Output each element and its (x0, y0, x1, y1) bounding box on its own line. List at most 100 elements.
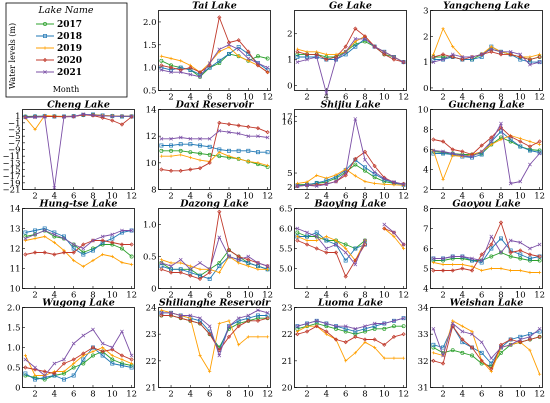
y-tick-label: 12 (10, 245, 21, 255)
data-point-2018 (334, 242, 338, 247)
y-tick-label: 5 (287, 169, 292, 179)
data-point-2018 (110, 236, 115, 241)
data-point-2020 (236, 123, 241, 128)
x-tick-label: 2 (32, 192, 37, 202)
series-line-2020 (161, 211, 268, 280)
data-point-2019 (130, 361, 134, 366)
data-point-2020 (431, 268, 436, 273)
legend-entry-2017: 2017 (57, 20, 82, 30)
x-tick-label: 6 (343, 291, 348, 301)
data-point-2021 (324, 182, 329, 187)
data-point-2020 (508, 250, 513, 255)
data-point-2021 (450, 52, 455, 57)
data-point-2021 (479, 340, 484, 345)
data-point-2019 (489, 142, 493, 147)
panel-frame-tai-lake (158, 10, 271, 91)
data-point-2021 (401, 316, 406, 321)
panel-frame-luoma-lake (294, 307, 407, 388)
data-point-2021 (324, 321, 329, 326)
data-point-2017 (372, 326, 377, 331)
data-point-2019 (159, 308, 163, 312)
data-point-2020 (518, 340, 523, 345)
x-tick-label: 2 (304, 291, 309, 301)
x-tick-label: 8 (362, 93, 367, 103)
data-point-2017 (431, 345, 436, 350)
data-point-2021 (23, 115, 28, 120)
series-line-2019 (297, 325, 404, 362)
y-tick-label: 8 (423, 126, 428, 136)
data-point-2018 (207, 144, 212, 149)
data-point-2021 (71, 341, 76, 346)
data-point-2021 (305, 230, 309, 235)
data-point-2020 (255, 318, 261, 323)
x-tick-label: 12 (398, 390, 409, 400)
data-point-2021 (227, 42, 231, 47)
data-point-2020 (469, 268, 475, 273)
panel-frame-weishan-lake (430, 307, 543, 388)
legend-panel: Lake Name Water levels (m) Month 2017201… (5, 2, 128, 98)
data-point-2021 (265, 310, 270, 315)
data-point-2021 (295, 60, 300, 64)
series-line-2021 (161, 130, 268, 140)
series-line-2017 (297, 323, 404, 335)
y-tick-label: 2 (423, 32, 428, 42)
data-point-2021 (489, 356, 494, 361)
data-point-2018 (527, 256, 532, 261)
data-point-2019 (120, 260, 124, 265)
data-point-2017 (450, 348, 455, 353)
data-point-2017 (508, 254, 513, 259)
data-point-2019 (499, 137, 503, 142)
data-point-2020 (508, 337, 513, 342)
x-tick-label: 2 (168, 93, 173, 103)
y-tick-label: 21 (146, 384, 157, 394)
data-point-2020 (226, 122, 232, 127)
data-point-2021 (372, 170, 377, 174)
data-point-2021 (382, 321, 387, 326)
data-point-2018 (71, 246, 76, 251)
data-point-2017 (334, 326, 338, 331)
series-line-2017 (161, 150, 268, 168)
x-tick-label: 12 (262, 93, 273, 103)
x-tick-label: 8 (226, 390, 231, 400)
y-tick-label: 13 (10, 225, 21, 235)
data-point-2018 (441, 345, 446, 350)
data-point-2020 (431, 54, 436, 60)
data-point-2019 (52, 240, 56, 245)
legend-marker-2020 (42, 57, 48, 63)
data-point-2021 (401, 60, 406, 64)
series-line-2021 (161, 309, 268, 356)
data-point-2020 (129, 242, 134, 247)
y-tick-label: 5 (423, 265, 428, 275)
data-point-2021 (431, 256, 436, 261)
data-point-2018 (499, 236, 503, 241)
x-tick-label: 6 (479, 93, 484, 103)
data-point-2020 (314, 52, 319, 57)
data-point-2019 (237, 343, 241, 347)
legend-entry-2021: 2021 (57, 68, 82, 78)
data-point-2018 (353, 44, 358, 49)
y-tick-label: −3 (8, 126, 21, 136)
x-tick-label: 12 (534, 390, 545, 400)
data-point-2021 (537, 151, 542, 156)
x-tick-label: 6 (207, 93, 212, 103)
x-tick-label: 4 (52, 192, 57, 202)
data-point-2020 (537, 334, 542, 339)
data-point-2020 (518, 248, 523, 253)
data-point-2020 (246, 124, 251, 129)
data-point-2019 (101, 252, 105, 257)
data-point-2020 (498, 220, 504, 225)
panel-title-hung-tse-lake: Hung-tse Lake (39, 199, 118, 210)
data-point-2020 (32, 250, 38, 255)
data-point-2020 (431, 137, 436, 142)
panel-gucheng-lake: Gucheng Lake 2 4 6 8 10 2 4 6 8 10 12 (418, 100, 545, 202)
data-point-2021 (518, 337, 523, 342)
y-tick-label: 0 (423, 84, 428, 94)
series-line-2021 (25, 329, 133, 376)
data-point-2018 (119, 363, 124, 368)
data-point-2021 (23, 236, 28, 241)
data-point-2017 (217, 61, 222, 66)
data-point-2017 (537, 258, 542, 263)
data-point-2020 (159, 63, 164, 68)
panel-frame-ge-lake (294, 10, 407, 91)
data-point-2017 (314, 234, 319, 239)
